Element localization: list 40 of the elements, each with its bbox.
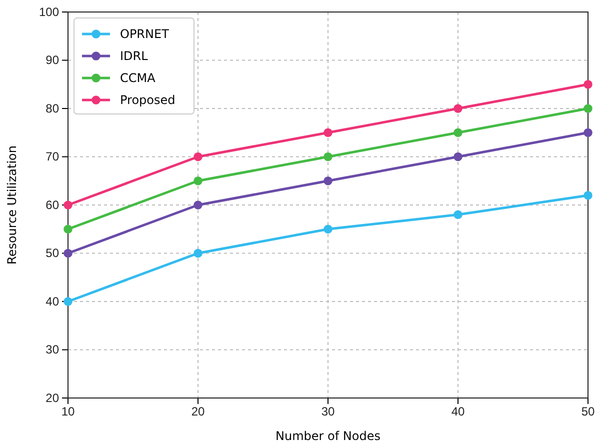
y-tick-label: 20 <box>46 390 60 405</box>
point <box>324 224 332 234</box>
point <box>584 80 592 89</box>
point <box>194 248 202 258</box>
point <box>64 224 72 234</box>
legend-label: IDRL <box>120 49 148 63</box>
point <box>454 104 462 113</box>
y-tick-label: 40 <box>46 294 60 308</box>
point <box>324 152 332 162</box>
y-axis-title: Resource Utilization <box>5 146 19 264</box>
point <box>454 128 462 137</box>
point <box>324 176 332 186</box>
x-tick-label: 10 <box>61 404 75 419</box>
x-axis-title: Number of Nodes <box>276 429 380 443</box>
y-tick-label: 90 <box>46 53 60 68</box>
point <box>324 128 332 137</box>
point <box>454 210 462 220</box>
x-tick-label: 30 <box>321 404 335 419</box>
point <box>584 190 592 200</box>
point <box>64 248 72 258</box>
y-tick-label: 30 <box>46 342 60 357</box>
y-tick-label: 100 <box>38 4 60 19</box>
y-tick-label: 60 <box>46 198 60 212</box>
x-tick-label: 40 <box>451 404 465 419</box>
legend-label: CCMA <box>120 71 156 85</box>
point <box>584 128 592 137</box>
point <box>64 200 72 210</box>
point <box>194 152 202 162</box>
point <box>194 200 202 210</box>
legend-label: OPRNET <box>120 27 170 41</box>
point <box>584 104 592 113</box>
x-tick-label: 20 <box>191 404 205 419</box>
y-tick-label: 70 <box>46 150 60 164</box>
point <box>194 176 202 186</box>
x-tick-label: 50 <box>581 404 595 419</box>
y-tick-label: 50 <box>46 246 60 260</box>
point <box>64 297 72 306</box>
y-tick-label: 80 <box>46 101 60 116</box>
point <box>454 152 462 162</box>
legend-label: Proposed <box>120 93 176 107</box>
